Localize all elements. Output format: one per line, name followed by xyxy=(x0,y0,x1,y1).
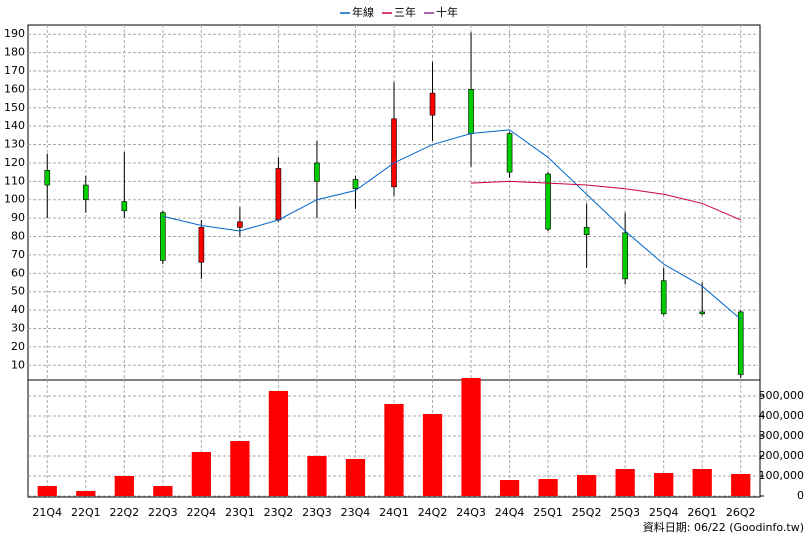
y-tick-label: 40 xyxy=(11,303,25,316)
y2-tick-label: 0 xyxy=(797,489,804,502)
volume-bar xyxy=(422,414,443,496)
volume-bar xyxy=(37,486,57,496)
candle-body xyxy=(660,280,667,315)
line-series xyxy=(471,180,741,221)
candle-body xyxy=(737,311,744,375)
y-tick-label: 110 xyxy=(4,174,25,187)
volume-bar xyxy=(76,491,96,496)
x-tick-label: 25Q2 xyxy=(572,506,602,519)
candle-body xyxy=(429,92,436,116)
candle-body xyxy=(468,89,474,134)
y2-tick-label: 500,000 xyxy=(759,389,805,402)
candle-body xyxy=(160,212,166,261)
candle-body xyxy=(237,221,243,228)
y2-tick-label: 200,000 xyxy=(759,449,805,462)
y2-tick-label: 100,000 xyxy=(759,469,805,482)
y-tick-label: 160 xyxy=(4,82,25,95)
candle-body xyxy=(583,227,590,235)
y-tick-label: 50 xyxy=(11,285,25,298)
legend-label: 三年 xyxy=(394,5,416,19)
x-tick-label: 22Q1 xyxy=(71,506,101,519)
y2-tick-label: 400,000 xyxy=(759,409,805,422)
y-tick-label: 20 xyxy=(11,340,25,353)
volume-bar xyxy=(114,476,134,496)
candle-body xyxy=(314,162,320,182)
y-tick-label: 150 xyxy=(4,101,25,114)
candle-body xyxy=(82,184,89,201)
candle-body xyxy=(699,311,706,315)
volume-bar xyxy=(538,479,558,496)
y-tick-label: 130 xyxy=(4,138,25,151)
x-tick-label: 25Q4 xyxy=(649,506,679,519)
volume-bar xyxy=(345,459,366,496)
volume-bar xyxy=(268,391,289,496)
x-tick-label: 21Q4 xyxy=(32,506,62,519)
legend-label: 年線 xyxy=(352,5,374,19)
candle-body xyxy=(44,170,51,186)
x-tick-label: 22Q4 xyxy=(187,506,217,519)
y-tick-label: 180 xyxy=(4,46,25,59)
volume-bar xyxy=(230,441,250,496)
x-tick-label: 24Q2 xyxy=(418,506,448,519)
volume-bar xyxy=(731,474,751,496)
y-tick-label: 80 xyxy=(11,230,25,243)
x-tick-label: 26Q2 xyxy=(726,506,756,519)
volume-bar xyxy=(153,486,173,496)
y-tick-label: 140 xyxy=(4,119,25,132)
volume-bar xyxy=(615,469,635,496)
volume-bar xyxy=(191,452,211,496)
y-tick-label: 170 xyxy=(4,64,25,77)
y-tick-label: 90 xyxy=(11,211,25,224)
candle-body xyxy=(622,232,628,280)
x-tick-label: 25Q1 xyxy=(533,506,563,519)
x-tick-label: 23Q1 xyxy=(225,506,255,519)
volume-bar xyxy=(577,475,597,496)
y-tick-label: 120 xyxy=(4,156,25,169)
x-tick-label: 23Q2 xyxy=(264,506,294,519)
candle-body xyxy=(275,168,282,221)
volume-bar xyxy=(384,404,404,496)
y-tick-label: 10 xyxy=(11,358,25,371)
candle-body xyxy=(198,227,205,263)
volume-bar xyxy=(499,480,520,496)
y2-tick-label: 300,000 xyxy=(759,429,805,442)
y-tick-label: 100 xyxy=(4,193,25,206)
y-tick-label: 60 xyxy=(11,266,25,279)
x-tick-label: 25Q3 xyxy=(610,506,640,519)
source-note: 資料日期: 06/22 (Goodinfo.tw) xyxy=(643,520,804,534)
volume-bar xyxy=(307,456,327,496)
y-tick-label: 30 xyxy=(11,321,25,334)
x-tick-label: 26Q1 xyxy=(687,506,717,519)
x-tick-label: 24Q1 xyxy=(379,506,409,519)
candle-body xyxy=(391,118,397,188)
x-tick-label: 24Q4 xyxy=(495,506,525,519)
candle-body xyxy=(545,173,551,230)
legend-label: 十年 xyxy=(436,5,458,19)
candle-body xyxy=(121,201,128,212)
candle-body xyxy=(506,133,513,173)
candle-body xyxy=(352,179,359,190)
x-tick-label: 23Q4 xyxy=(341,506,371,519)
x-tick-label: 22Q2 xyxy=(109,506,139,519)
x-tick-label: 24Q3 xyxy=(456,506,486,519)
volume-bar xyxy=(654,473,674,496)
y-tick-label: 70 xyxy=(11,248,25,261)
volume-bar xyxy=(461,378,481,496)
volume-bar xyxy=(692,469,712,496)
y-tick-label: 190 xyxy=(4,27,25,40)
x-tick-label: 23Q3 xyxy=(302,506,332,519)
line-series xyxy=(162,129,742,320)
x-tick-label: 22Q3 xyxy=(148,506,178,519)
